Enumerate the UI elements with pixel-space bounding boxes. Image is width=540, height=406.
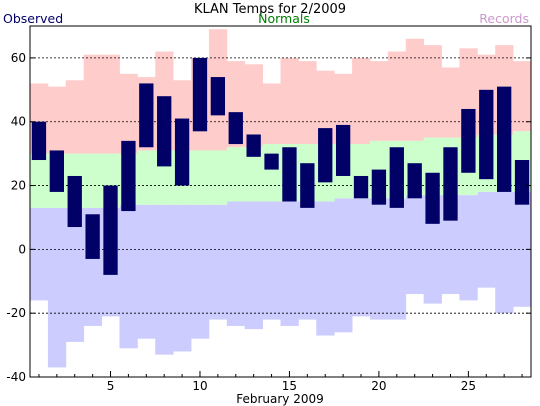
record-low-bar (352, 198, 371, 317)
x-tick-label: 15 (282, 379, 297, 393)
observed-bar (210, 77, 226, 116)
record-low-bar (298, 201, 317, 320)
record-high-bar (262, 83, 281, 145)
normal-range-bar (262, 144, 281, 202)
record-high-bar (387, 51, 407, 141)
record-low-bar (137, 204, 156, 339)
observed-bar (49, 150, 64, 192)
observed-bar (479, 89, 494, 180)
normal-range-bar (30, 153, 49, 208)
record-low-bar (47, 207, 67, 368)
record-high-bar (441, 67, 460, 138)
record-low-bar (369, 198, 389, 320)
observed-bar (318, 128, 333, 183)
observed-bar (103, 185, 118, 275)
normal-range-bar (83, 153, 102, 208)
axis-ticks (30, 57, 531, 378)
y-tick-labels: -40 -20 0 20 40 60 (6, 51, 26, 384)
observed-bar (85, 214, 100, 259)
normal-range-bar (191, 150, 210, 205)
record-low-bar (477, 191, 496, 288)
record-low-bar (155, 204, 174, 355)
record-high-bar (423, 45, 442, 138)
observed-bar (389, 147, 404, 208)
record-low-bar (208, 204, 228, 320)
observed-bar (514, 160, 530, 205)
record-low-bar (30, 207, 49, 301)
observed-bar (264, 153, 279, 170)
record-low-bar (280, 201, 299, 326)
record-low-bar (244, 201, 264, 330)
record-high-bar (47, 86, 67, 154)
record-low-bar (65, 207, 85, 342)
chart-title: KLAN Temps for 2/2009 (194, 2, 346, 17)
x-tick-label: 20 (371, 379, 386, 393)
record-low-bar (226, 201, 246, 326)
x-tick-label: 10 (192, 379, 207, 393)
record-high-bar (244, 64, 264, 148)
observed-bar (497, 86, 512, 192)
observed-bar (31, 121, 47, 161)
observed-bar (407, 163, 422, 199)
record-high-bar (119, 73, 138, 154)
y-tick-label: 0 (18, 242, 26, 256)
record-low-bar (316, 201, 335, 336)
record-high-bar (101, 54, 120, 154)
record-low-bar (119, 204, 138, 349)
observed-bar (371, 169, 387, 205)
record-low-bar (495, 191, 514, 314)
observed-bar (353, 175, 369, 199)
x-tick-label: 5 (107, 379, 115, 393)
observed-bar (335, 124, 351, 176)
record-high-bar (513, 61, 532, 132)
observed-bar (121, 140, 136, 212)
plot-frame (29, 25, 532, 378)
record-high-bar (352, 57, 371, 145)
record-high-bar (298, 61, 317, 145)
observed-bar (139, 83, 154, 148)
record-high-bar (83, 54, 102, 154)
y-tick-label: 40 (11, 115, 26, 129)
normal-range-bar (244, 147, 264, 202)
legend-normals: Normals (258, 11, 310, 26)
record-high-bar (405, 38, 425, 141)
observed-layer (31, 57, 530, 275)
normal-range-bar (226, 147, 246, 202)
y-tick-label: 60 (11, 51, 26, 65)
record-high-bar (65, 80, 85, 154)
observed-bar (157, 96, 172, 167)
legend-observed: Observed (3, 11, 63, 26)
legend-records: Records (479, 11, 529, 26)
record-low-bar (405, 195, 425, 295)
x-tick-label: 25 (461, 379, 476, 393)
record-low-bar (191, 204, 210, 339)
observed-bar (228, 112, 243, 145)
record-low-bar (459, 195, 478, 301)
observed-bar (174, 118, 190, 186)
x-tick-labels: 5 10 15 20 25 (107, 379, 476, 393)
record-high-bar (369, 61, 389, 141)
normal-range-bar (208, 150, 228, 205)
observed-bar (300, 163, 315, 208)
record-high-bar (316, 70, 335, 145)
observed-bar (67, 175, 82, 228)
observed-bar (425, 172, 440, 224)
record-low-bar (173, 204, 192, 352)
record-low-bar (387, 198, 407, 320)
observed-bar (461, 108, 476, 173)
observed-bar (246, 134, 261, 157)
observed-bar (443, 147, 458, 221)
normal-range-bar (137, 150, 156, 205)
observed-bar (192, 57, 208, 132)
record-low-bar (334, 198, 353, 333)
record-low-bar (262, 201, 281, 320)
y-tick-label: -20 (6, 306, 26, 320)
observed-bar (282, 147, 297, 202)
y-tick-label: 20 (11, 179, 26, 193)
x-axis-label: February 2009 (236, 392, 324, 406)
record-high-bar (280, 57, 299, 145)
y-tick-label: -40 (6, 370, 26, 384)
